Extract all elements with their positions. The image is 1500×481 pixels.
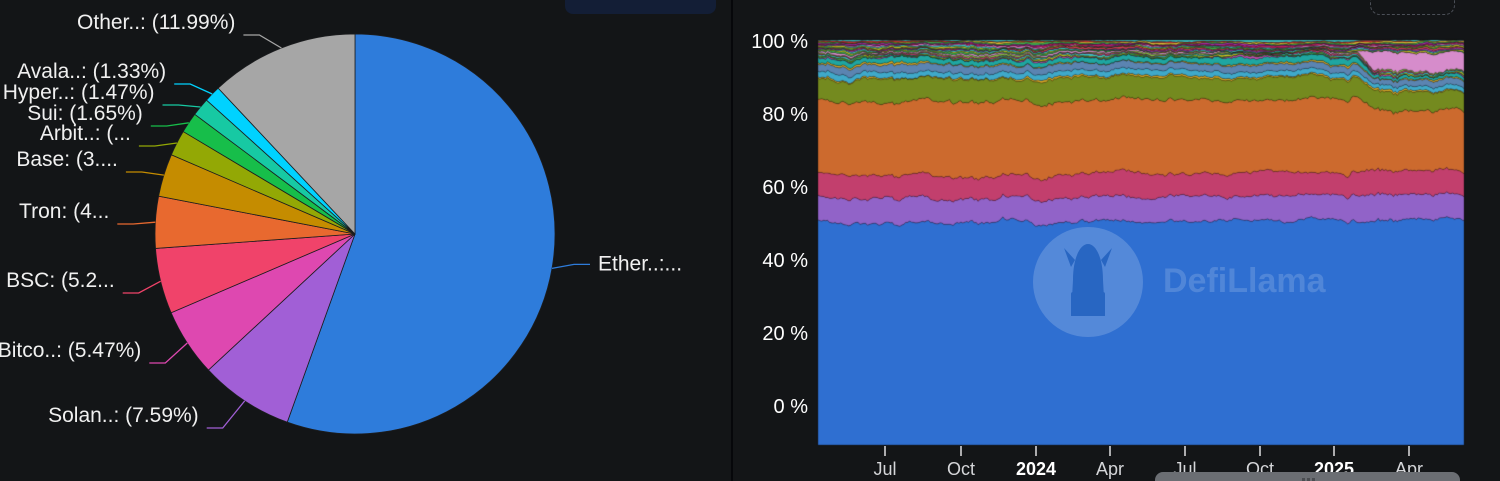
svg-text:Solan..: (7.59%): Solan..: (7.59%)	[48, 404, 199, 427]
svg-text:Bitco..: (5.47%): Bitco..: (5.47%)	[0, 339, 141, 362]
svg-text:BSC: (5.2...: BSC: (5.2...	[6, 269, 115, 292]
svg-text:Arbit..: (...: Arbit..: (...	[40, 122, 131, 145]
svg-text:Other..: (11.99%): Other..: (11.99%)	[77, 11, 235, 34]
svg-text:Hyper..: (1.47%): Hyper..: (1.47%)	[3, 81, 155, 104]
svg-text:Base: (3....: Base: (3....	[16, 148, 118, 171]
svg-text:Tron: (4...: Tron: (4...	[19, 200, 109, 223]
svg-text:Sui: (1.65%): Sui: (1.65%)	[27, 102, 143, 125]
svg-text:Ether..:...: Ether..:...	[598, 252, 682, 275]
svg-text:Avala..: (1.33%): Avala..: (1.33%)	[17, 60, 166, 83]
